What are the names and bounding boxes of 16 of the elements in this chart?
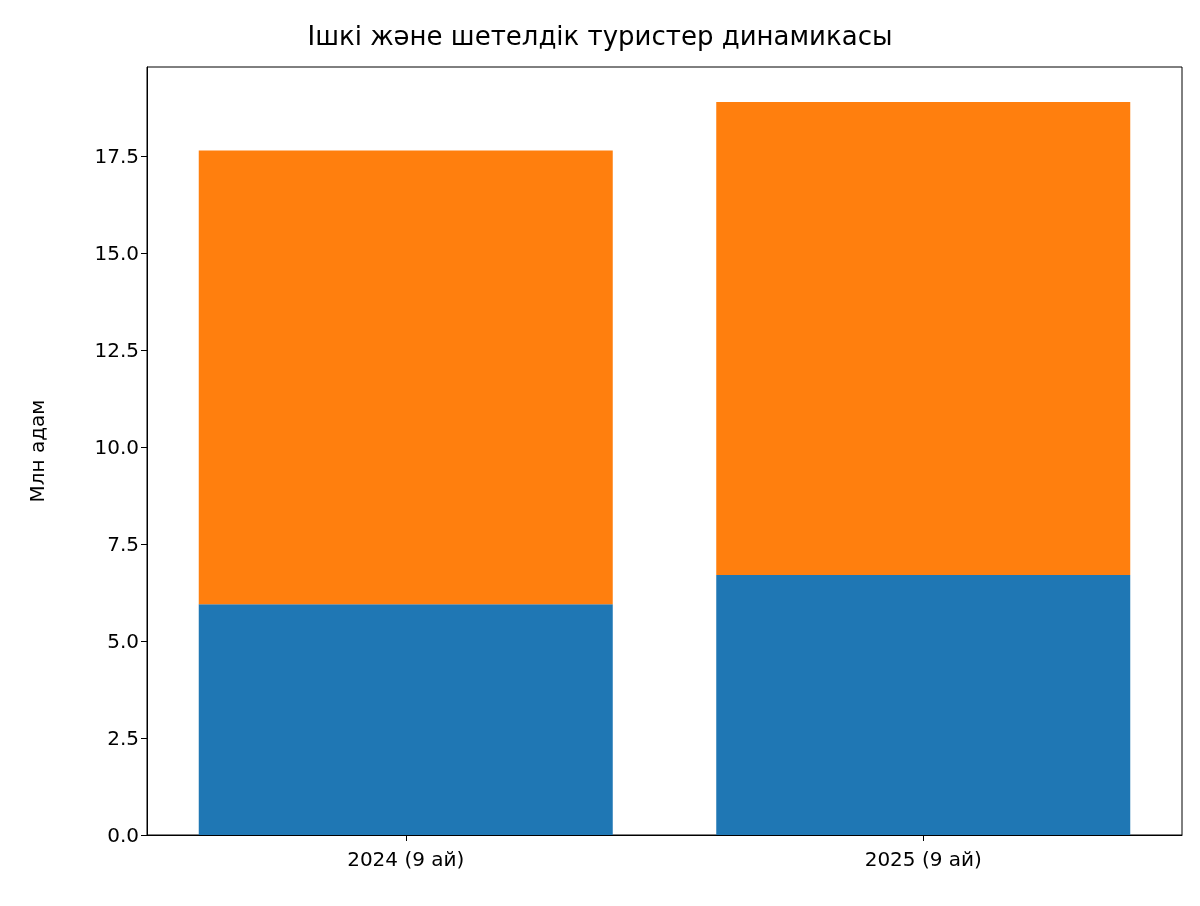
bar bbox=[716, 101, 1131, 576]
y-tick-label: 7.5 bbox=[107, 532, 139, 557]
y-tick-label: 0.0 bbox=[107, 823, 139, 847]
chart-title: Ішкі және шетелдік туристер динамикасы bbox=[307, 21, 893, 51]
y-tick-label: 5.0 bbox=[107, 629, 139, 654]
y-axis-title: Млн адам bbox=[25, 399, 49, 503]
y-tick-label: 15.0 bbox=[94, 241, 139, 266]
x-tick-label: 2025 (9 ай) bbox=[864, 847, 982, 871]
bar bbox=[716, 575, 1131, 835]
x-tick-label: 2024 (9 ай) bbox=[347, 847, 465, 871]
y-tick-label: 17.5 bbox=[94, 144, 139, 169]
y-tick-label: 12.5 bbox=[94, 338, 139, 363]
bar bbox=[198, 604, 613, 835]
y-tick-label: 10.0 bbox=[94, 435, 139, 460]
bar bbox=[198, 150, 613, 605]
y-tick-label: 2.5 bbox=[107, 726, 139, 751]
